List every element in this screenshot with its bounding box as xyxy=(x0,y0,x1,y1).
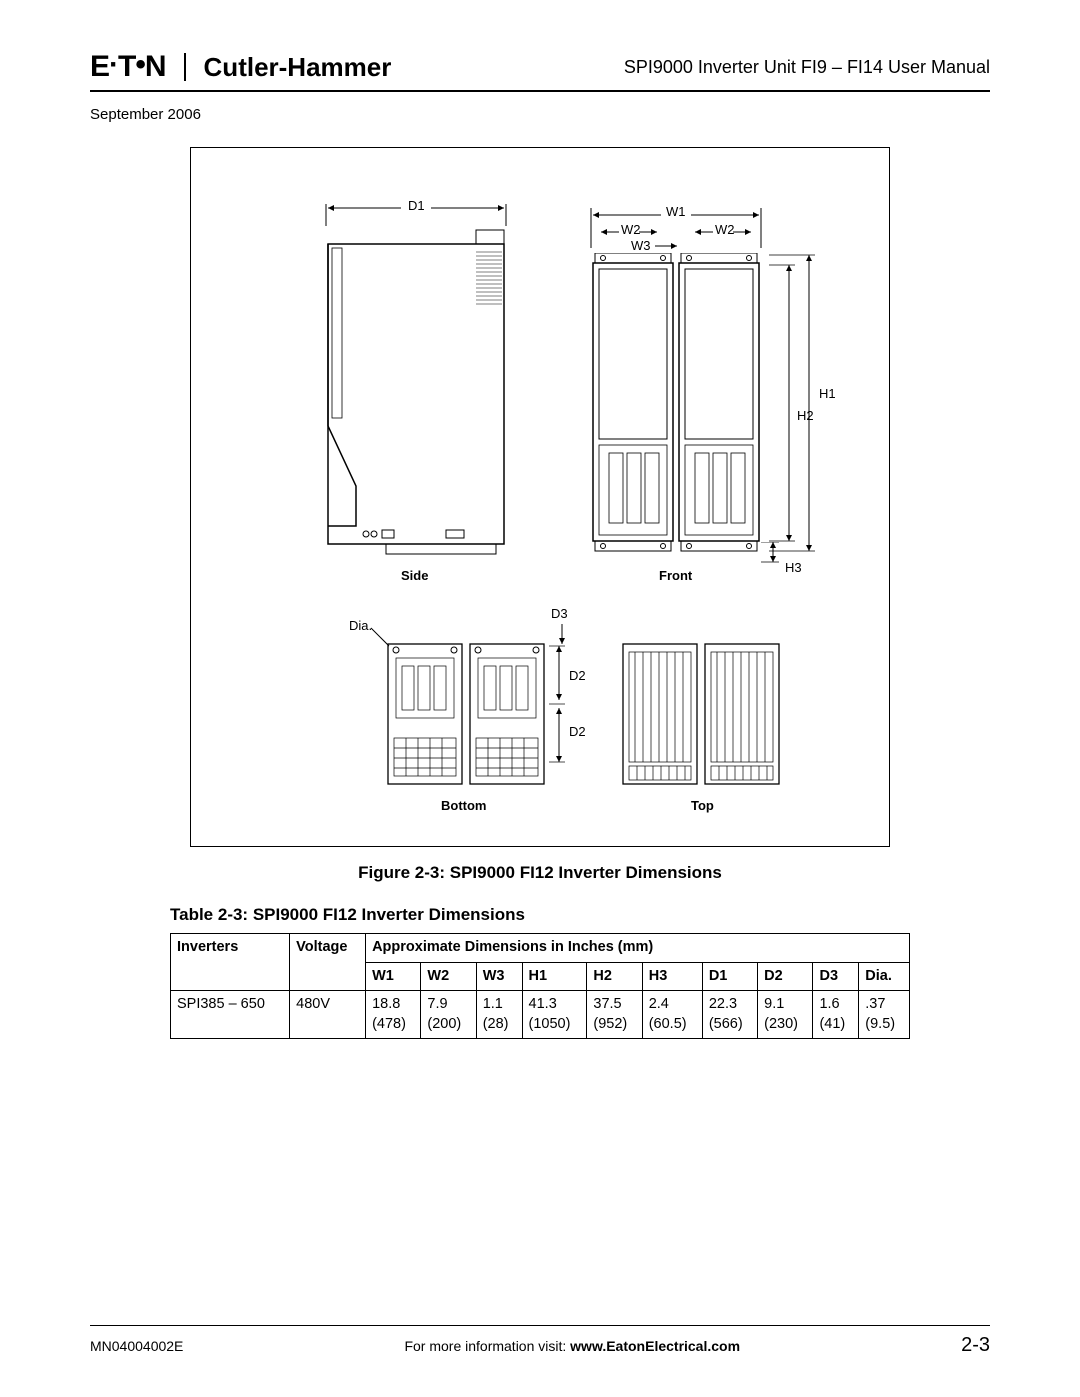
cell-inv: SPI385 – 650 xyxy=(171,991,290,1039)
cell-h2: 37.5(952) xyxy=(587,991,642,1039)
col-w1: W1 xyxy=(366,962,421,991)
bottom-view xyxy=(386,638,546,788)
cell-dia: .37(9.5) xyxy=(859,991,910,1039)
view-label-top: Top xyxy=(691,798,714,813)
col-d2: D2 xyxy=(758,962,813,991)
footer-url: www.EatonElectrical.com xyxy=(570,1338,740,1354)
dim-label-d1: D1 xyxy=(408,198,425,213)
dim-label-d3: D3 xyxy=(551,606,568,621)
table-row: SPI385 – 650 480V 18.8(478) 7.9(200) 1.1… xyxy=(171,991,910,1039)
dim-label-w2r: W2 xyxy=(715,222,735,237)
col-w3: W3 xyxy=(476,962,522,991)
page-number: 2-3 xyxy=(961,1334,990,1357)
col-h2: H2 xyxy=(587,962,642,991)
col-d1: D1 xyxy=(702,962,757,991)
dim-label-w2l: W2 xyxy=(621,222,641,237)
dim-label-w3: W3 xyxy=(631,238,651,253)
manual-title: SPI9000 Inverter Unit FI9 – FI14 User Ma… xyxy=(624,57,990,78)
cell-w1: 18.8(478) xyxy=(366,991,421,1039)
cell-h1: 41.3(1050) xyxy=(522,991,587,1039)
tick xyxy=(589,208,593,248)
side-view xyxy=(326,226,506,556)
front-view xyxy=(591,253,761,553)
view-label-side: Side xyxy=(401,568,428,583)
col-span-header: Approximate Dimensions in Inches (mm) xyxy=(366,934,910,963)
tick xyxy=(504,204,508,226)
dim-heights xyxy=(769,253,819,553)
cell-d3: 1.6(41) xyxy=(813,991,859,1039)
col-dia: Dia. xyxy=(859,962,910,991)
dimensions-table: Inverters Voltage Approximate Dimensions… xyxy=(170,933,910,1039)
dim-label-h3: H3 xyxy=(785,560,802,575)
dim-arrow-d2 xyxy=(549,642,579,792)
cell-w3: 1.1(28) xyxy=(476,991,522,1039)
cell-h3: 2.4(60.5) xyxy=(642,991,702,1039)
dim-label-h1: H1 xyxy=(819,386,836,401)
view-label-front: Front xyxy=(659,568,692,583)
dim-label-w1: W1 xyxy=(666,204,686,219)
col-d3: D3 xyxy=(813,962,859,991)
tick xyxy=(324,204,328,226)
top-view xyxy=(621,638,781,788)
figure-diagram: D1 Side W1 xyxy=(190,147,890,847)
dim-label-d2b: D2 xyxy=(569,724,586,739)
eaton-logo: E·T•N xyxy=(90,50,166,84)
footer-info: For more information visit: www.EatonEle… xyxy=(183,1338,961,1354)
cell-d1: 22.3(566) xyxy=(702,991,757,1039)
col-inverters: Inverters xyxy=(171,934,290,991)
figure-caption: Figure 2-3: SPI9000 FI12 Inverter Dimens… xyxy=(90,863,990,883)
header-divider xyxy=(184,53,186,81)
col-w2: W2 xyxy=(421,962,476,991)
publish-date: September 2006 xyxy=(90,106,990,123)
table-caption: Table 2-3: SPI9000 FI12 Inverter Dimensi… xyxy=(170,905,990,925)
col-voltage: Voltage xyxy=(290,934,366,991)
doc-id: MN04004002E xyxy=(90,1338,183,1354)
page-header: E·T•N Cutler-Hammer SPI9000 Inverter Uni… xyxy=(90,50,990,92)
cell-volt: 480V xyxy=(290,991,366,1039)
col-h3: H3 xyxy=(642,962,702,991)
tick xyxy=(759,208,763,248)
cell-w2: 7.9(200) xyxy=(421,991,476,1039)
col-h1: H1 xyxy=(522,962,587,991)
table-header-row-1: Inverters Voltage Approximate Dimensions… xyxy=(171,934,910,963)
cutler-hammer-brand: Cutler-Hammer xyxy=(204,52,392,83)
dim-label-d2a: D2 xyxy=(569,668,586,683)
cell-d2: 9.1(230) xyxy=(758,991,813,1039)
dim-arrow-w3 xyxy=(653,240,679,252)
dim-label-h2: H2 xyxy=(797,408,814,423)
page-footer: MN04004002E For more information visit: … xyxy=(90,1325,990,1357)
view-label-bottom: Bottom xyxy=(441,798,487,813)
